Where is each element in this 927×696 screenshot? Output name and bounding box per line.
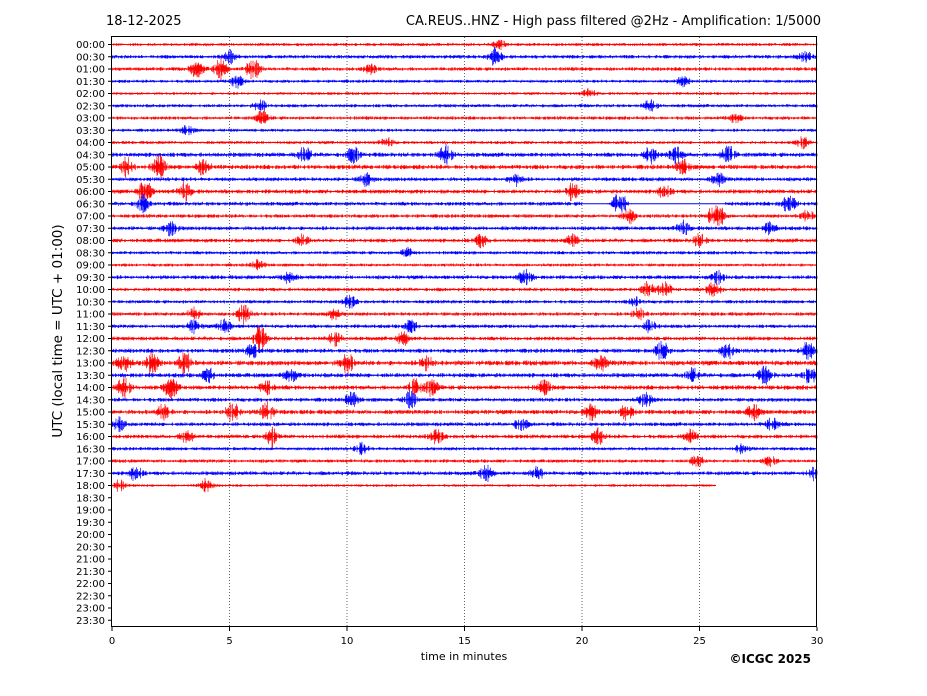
y-tick-label: 17:00	[76, 457, 105, 468]
y-tick-label: 04:00	[76, 138, 105, 149]
y-tick-label: 16:30	[76, 444, 105, 455]
y-tick-label: 15:00	[76, 408, 105, 419]
trace-1730	[111, 464, 818, 482]
trace-1000	[111, 281, 818, 297]
y-tick-label: 22:30	[76, 591, 105, 602]
y-tick-label: 05:00	[76, 163, 105, 174]
trace-0430	[111, 144, 818, 165]
y-tick-label: 07:00	[76, 212, 105, 223]
trace-0730	[111, 219, 818, 237]
trace-1030	[111, 294, 818, 309]
x-tick-label: 10	[341, 636, 354, 647]
y-tick-label: 12:00	[76, 334, 105, 345]
y-tick-label: 11:00	[76, 310, 105, 321]
trace-0830	[111, 246, 818, 257]
y-tick-label: 02:30	[76, 101, 105, 112]
y-tick-label: 01:30	[76, 77, 105, 88]
grid-lines	[229, 37, 700, 627]
trace-0000	[111, 39, 818, 50]
y-tick-label: 07:30	[76, 224, 105, 235]
y-tick-label: 05:30	[76, 175, 105, 186]
x-tick-label: 15	[458, 636, 471, 647]
y-tick-label: 14:30	[76, 395, 105, 406]
y-tick-label: 13:30	[76, 371, 105, 382]
y-tick-label: 08:00	[76, 236, 105, 247]
y-tick-label: 19:30	[76, 518, 105, 529]
x-tick-label: 25	[693, 636, 706, 647]
x-tick-labels: 0 5 10 15 20 25 30	[109, 627, 824, 647]
trace-area	[111, 39, 818, 493]
trace-waveform	[111, 88, 818, 97]
y-tick-label: 18:00	[76, 481, 105, 492]
y-tick-label: 04:30	[76, 150, 105, 161]
trace-0900	[111, 259, 818, 271]
y-tick-label: 19:00	[76, 506, 105, 517]
y-tick-label: 17:30	[76, 469, 105, 480]
y-tick-label: 09:30	[76, 273, 105, 284]
y-tick-label: 01:00	[76, 65, 105, 76]
y-tick-label: 08:30	[76, 248, 105, 259]
trace-0200	[111, 88, 818, 97]
y-tick-label: 14:00	[76, 383, 105, 394]
y-tick-label: 09:00	[76, 261, 105, 272]
trace-0630	[111, 193, 818, 214]
chart-title: CA.REUS..HNZ - High pass filtered @2Hz -…	[406, 14, 821, 29]
y-tick-label: 13:00	[76, 359, 105, 370]
y-tick-label: 21:00	[76, 555, 105, 566]
trace-1800	[111, 478, 716, 493]
y-tick-label: 21:30	[76, 567, 105, 578]
plot-frame	[111, 36, 817, 627]
y-axis-label: UTC (local time = UTC + 01:00)	[50, 224, 66, 437]
copyright-label: ©ICGC 2025	[729, 652, 811, 666]
y-tick-label: 23:30	[76, 616, 105, 627]
y-tick-label: 10:00	[76, 285, 105, 296]
trace-1430	[111, 390, 818, 409]
x-axis-label: time in minutes	[421, 650, 508, 663]
trace-0800	[111, 233, 818, 249]
y-tick-label: 18:30	[76, 493, 105, 504]
x-tick-label: 0	[109, 636, 115, 647]
y-tick-label: 06:00	[76, 187, 105, 198]
x-tick-label: 30	[811, 636, 824, 647]
trace-waveform	[111, 246, 818, 257]
y-tick-label: 15:30	[76, 420, 105, 431]
y-tick-label: 22:00	[76, 579, 105, 590]
x-tick-label: 5	[226, 636, 232, 647]
x-tick-label: 20	[576, 636, 589, 647]
y-tick-label: 02:00	[76, 89, 105, 100]
y-tick-label: 16:00	[76, 432, 105, 443]
date-label: 18-12-2025	[106, 14, 182, 29]
trace-1600	[111, 426, 818, 448]
trace-1400	[111, 376, 818, 399]
y-tick-label: 00:00	[76, 40, 105, 51]
y-tick-label: 23:00	[76, 604, 105, 615]
trace-0700	[111, 205, 818, 226]
trace-1130	[111, 318, 818, 335]
y-tick-label: 20:30	[76, 542, 105, 553]
y-tick-label: 03:30	[76, 126, 105, 137]
y-tick-label: 20:00	[76, 530, 105, 541]
y-tick-label: 03:00	[76, 114, 105, 125]
trace-1630	[111, 441, 818, 456]
trace-0400	[111, 136, 818, 150]
y-tick-label: 11:30	[76, 322, 105, 333]
trace-1300	[111, 351, 818, 375]
y-tick-label: 12:30	[76, 346, 105, 357]
y-tick-label: 10:30	[76, 297, 105, 308]
y-tick-label: 06:30	[76, 199, 105, 210]
trace-1330	[111, 365, 818, 385]
y-tick-label: 00:30	[76, 52, 105, 63]
trace-0500	[111, 155, 818, 179]
